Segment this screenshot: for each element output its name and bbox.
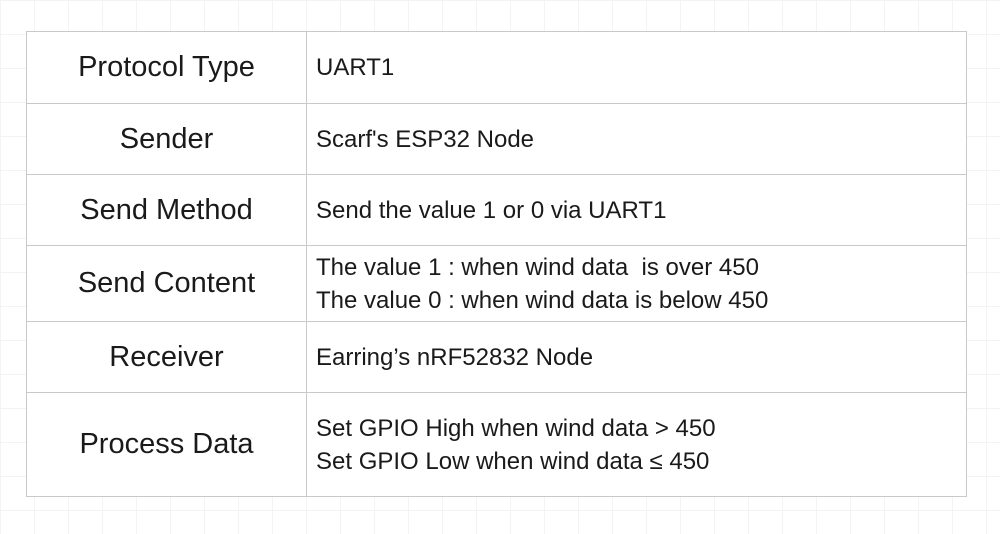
row-value: Set GPIO High when wind data > 450 Set G…	[306, 392, 967, 497]
value-line: Earring’s nRF52832 Node	[316, 343, 594, 371]
row-label: Process Data	[26, 392, 307, 497]
value-line: The value 1 : when wind data is over 450	[316, 253, 759, 281]
row-value: Earring’s nRF52832 Node	[306, 321, 967, 393]
protocol-spec-table: Protocol Type UART1 Sender Scarf's ESP32…	[26, 31, 967, 497]
row-label: Send Content	[26, 245, 307, 322]
table-row-send-method: Send Method Send the value 1 or 0 via UA…	[26, 174, 967, 246]
row-value: The value 1 : when wind data is over 450…	[306, 245, 967, 322]
value-line: Set GPIO Low when wind data ≤ 450	[316, 447, 710, 475]
value-line: Scarf's ESP32 Node	[316, 125, 535, 153]
value-line: The value 0 : when wind data is below 45…	[316, 286, 769, 314]
row-label: Protocol Type	[26, 31, 307, 104]
table-row-send-content: Send Content The value 1 : when wind dat…	[26, 245, 967, 322]
row-value: Send the value 1 or 0 via UART1	[306, 174, 967, 246]
table-row-protocol-type: Protocol Type UART1	[26, 31, 967, 104]
value-line: Set GPIO High when wind data > 450	[316, 414, 716, 442]
row-label: Send Method	[26, 174, 307, 246]
row-label: Receiver	[26, 321, 307, 393]
row-label: Sender	[26, 103, 307, 175]
row-value: UART1	[306, 31, 967, 104]
table-row-receiver: Receiver Earring’s nRF52832 Node	[26, 321, 967, 393]
value-line: UART1	[316, 54, 395, 81]
row-value: Scarf's ESP32 Node	[306, 103, 967, 175]
value-line: Send the value 1 or 0 via UART1	[316, 196, 667, 224]
table-row-process-data: Process Data Set GPIO High when wind dat…	[26, 392, 967, 497]
table-row-sender: Sender Scarf's ESP32 Node	[26, 103, 967, 175]
